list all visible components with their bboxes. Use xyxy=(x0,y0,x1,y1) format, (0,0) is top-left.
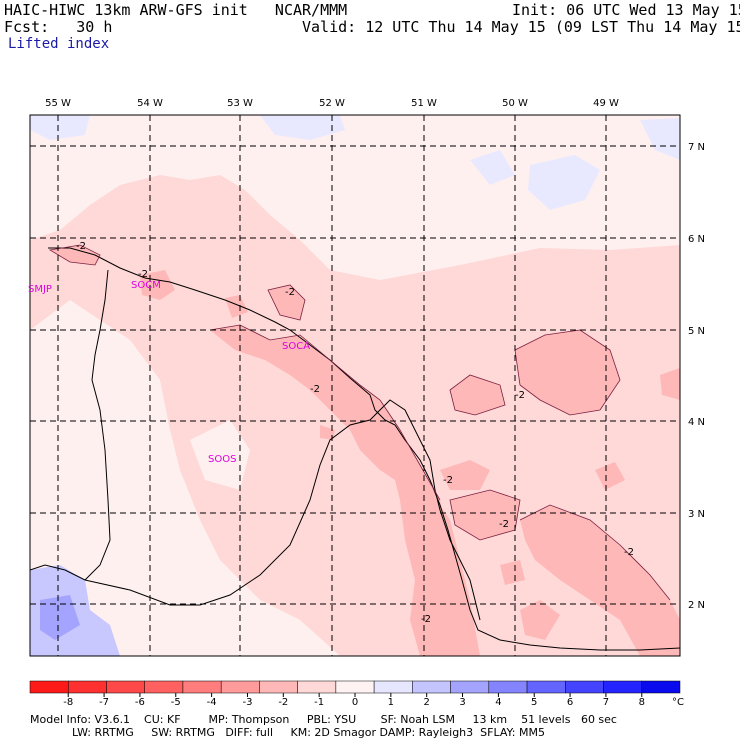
lon-label-52w: 52 W xyxy=(319,98,345,109)
colorbar-tick-label: -8 xyxy=(63,697,73,708)
contour-label: -2 xyxy=(285,287,295,298)
colorbar-tick-label: 1 xyxy=(388,697,394,708)
contour-label: -2 xyxy=(138,269,148,280)
colorbar-swatch xyxy=(526,680,566,694)
model-title: HAIC-HIWC 13km ARW-GFS init NCAR/MMM xyxy=(4,1,348,19)
lon-label-49w: 49 W xyxy=(593,98,619,109)
contour-label: -2 xyxy=(499,519,509,530)
colorbar-swatch xyxy=(488,680,528,694)
colorbar-swatch xyxy=(373,680,413,694)
colorbar-tick-label: -6 xyxy=(135,697,145,708)
colorbar-tick-label: -1 xyxy=(314,697,324,708)
model-info-line1: Model Info: V3.6.1 CU: KF MP: Thompson P… xyxy=(30,713,617,726)
colorbar-swatch xyxy=(335,680,375,694)
lat-label-2n: 2 N xyxy=(688,600,705,611)
lat-label-6n: 6 N xyxy=(688,234,705,245)
contour-label: -2 xyxy=(443,475,453,486)
colorbar-swatch xyxy=(259,680,298,694)
colorbar-tick-label: 3 xyxy=(459,697,465,708)
colorbar-swatch xyxy=(412,680,451,694)
contour-label: -2 xyxy=(421,614,431,625)
init-time: Init: 06 UTC Wed 13 May 15 xyxy=(512,1,740,19)
contour-label: -2 xyxy=(76,241,86,252)
lon-label-53w: 53 W xyxy=(227,98,253,109)
colorbar-swatch xyxy=(641,680,681,694)
colorbar-tick-label: -7 xyxy=(99,697,109,708)
colorbar-swatch xyxy=(603,680,643,694)
lat-label-4n: 4 N xyxy=(688,417,705,428)
colorbar-swatch xyxy=(144,680,184,694)
colorbar-swatch xyxy=(297,680,337,694)
colorbar-tick-label: -2 xyxy=(278,697,288,708)
colorbar-tick-label: 5 xyxy=(531,697,537,708)
colorbar-swatch xyxy=(29,680,69,694)
colorbar-tick-label: 8 xyxy=(639,697,645,708)
contour-label: -2 xyxy=(310,384,320,395)
coastline xyxy=(30,247,680,651)
station-socm: SOCM xyxy=(131,280,161,291)
colorbar-tick-label: 2 xyxy=(424,697,430,708)
forecast-hour: Fcst: 30 h xyxy=(4,18,113,36)
lat-label-7n: 7 N xyxy=(688,142,705,153)
station-soca: SOCA xyxy=(282,341,310,352)
colorbar-swatch xyxy=(67,680,107,694)
lifted-index-field xyxy=(30,115,680,656)
colorbar-swatch xyxy=(220,680,260,694)
lat-label-5n: 5 N xyxy=(688,326,705,337)
valid-time: Valid: 12 UTC Thu 14 May 15 (09 LST Thu … xyxy=(302,18,740,36)
station-soos: SOOS xyxy=(208,454,236,465)
colorbar-tick-label: 6 xyxy=(567,697,573,708)
contour-label: -2 xyxy=(624,547,634,558)
lon-label-51w: 51 W xyxy=(411,98,437,109)
colorbar-tick-label: -5 xyxy=(171,697,181,708)
field-name: Lifted index xyxy=(8,36,110,52)
colorbar-unit: °C xyxy=(672,697,684,708)
lon-label-50w: 50 W xyxy=(502,98,528,109)
lon-label-55w: 55 W xyxy=(45,98,71,109)
colorbar-tick-label: -4 xyxy=(207,697,217,708)
colorbar-tick-label: -3 xyxy=(242,697,252,708)
lat-label-3n: 3 N xyxy=(688,509,705,520)
model-info-line2: LW: RRTMG SW: RRTMG DIFF: full KM: 2D Sm… xyxy=(30,726,545,739)
graticule xyxy=(30,115,680,656)
colorbar: -8 -7 -6 -5 -4 -3 -2 -1 0 1 2 3 4 5 6 7 8 °C xyxy=(29,680,684,708)
colorbar-swatch xyxy=(106,680,145,694)
lon-label-54w: 54 W xyxy=(137,98,163,109)
colorbar-swatch xyxy=(565,680,604,694)
station-smjp: SMJP xyxy=(28,284,52,295)
colorbar-swatch xyxy=(450,680,490,694)
colorbar-tick-label: 7 xyxy=(603,697,609,708)
colorbar-swatch xyxy=(182,680,222,694)
colorbar-tick-label: 4 xyxy=(495,697,501,708)
contour-label: -2 xyxy=(515,390,525,401)
colorbar-tick-label: 0 xyxy=(352,697,358,708)
map-frame xyxy=(29,114,681,657)
